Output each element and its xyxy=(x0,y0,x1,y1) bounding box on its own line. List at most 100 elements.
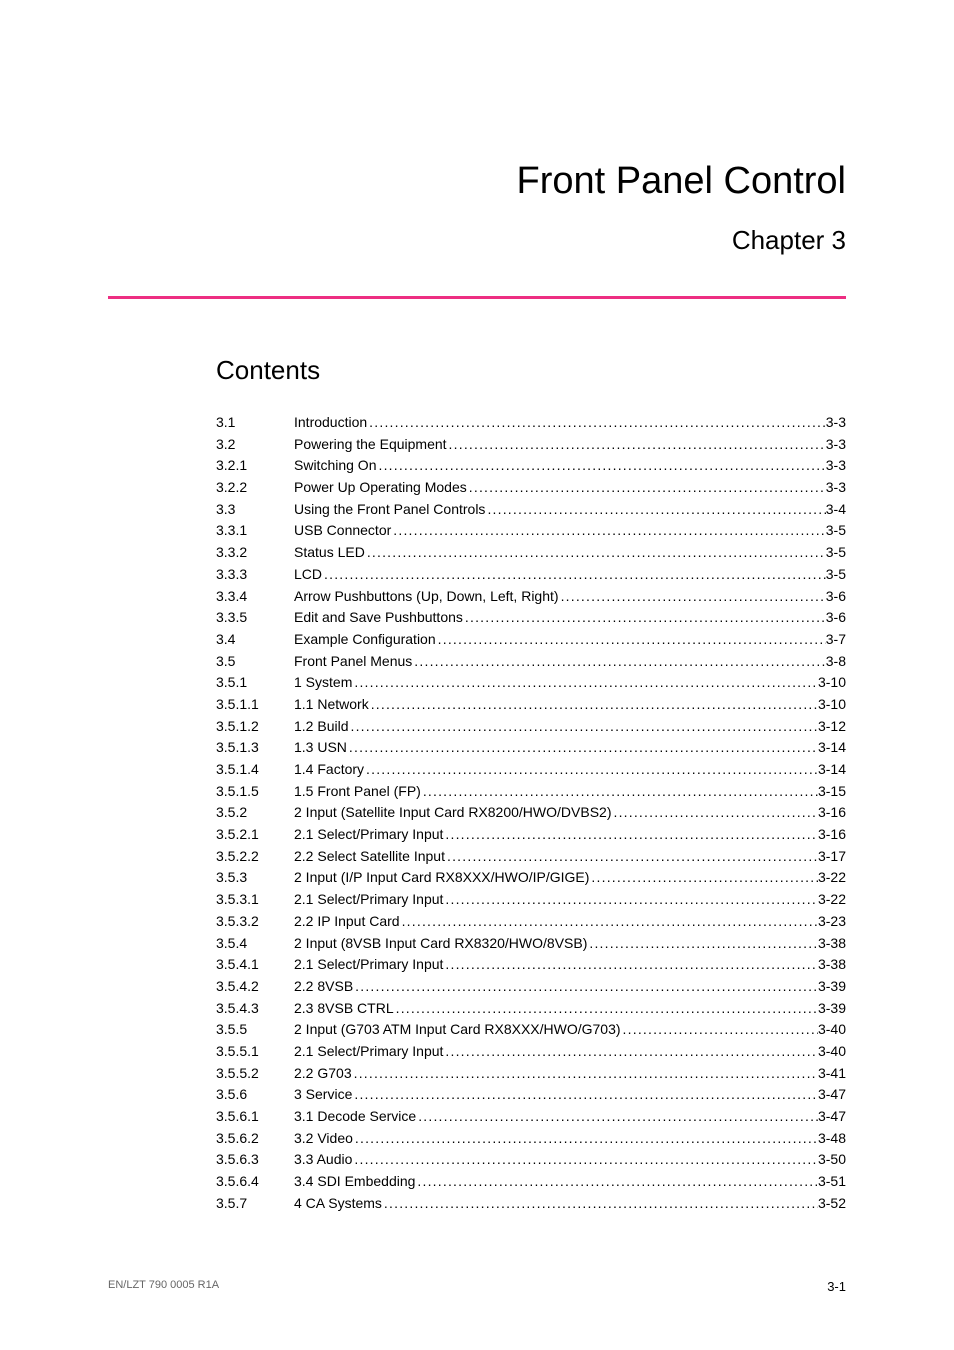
toc-row[interactable]: 3.5.1.41.4 Factory......................… xyxy=(216,759,846,781)
toc-title-wrap: 1.2 Build...............................… xyxy=(294,716,846,738)
toc-row[interactable]: 3.5Front Panel Menus....................… xyxy=(216,651,846,673)
toc-row[interactable]: 3.5.2.12.1 Select/Primary Input.........… xyxy=(216,824,846,846)
toc-title: 3.3 Audio xyxy=(294,1149,352,1171)
toc-number: 3.3 xyxy=(216,499,294,521)
toc-title-wrap: 3.2 Video...............................… xyxy=(294,1128,846,1150)
toc-row[interactable]: 3.5.1.31.3 USN..........................… xyxy=(216,737,846,759)
toc-leader-dots: ........................................… xyxy=(394,998,818,1020)
toc-leader-dots: ........................................… xyxy=(353,976,818,998)
toc-row[interactable]: 3.5.6.13.1 Decode Service...............… xyxy=(216,1106,846,1128)
toc-title-wrap: Edit and Save Pushbuttons...............… xyxy=(294,607,846,629)
toc-leader-dots: ........................................… xyxy=(443,889,818,911)
toc-leader-dots: ........................................… xyxy=(443,824,818,846)
toc-row[interactable]: 3.2Powering the Equipment...............… xyxy=(216,434,846,456)
toc-row[interactable]: 3.5.5.22.2 G703.........................… xyxy=(216,1063,846,1085)
toc-number: 3.1 xyxy=(216,412,294,434)
toc-title-wrap: USB Connector...........................… xyxy=(294,520,846,542)
toc-number: 3.5.4.3 xyxy=(216,998,294,1020)
toc-row[interactable]: 3.3.1USB Connector......................… xyxy=(216,520,846,542)
toc-row[interactable]: 3.3.2Status LED.........................… xyxy=(216,542,846,564)
toc-row[interactable]: 3.5.63 Service..........................… xyxy=(216,1084,846,1106)
toc-page: 3-47 xyxy=(818,1084,846,1106)
toc-title: 4 CA Systems xyxy=(294,1193,382,1215)
toc-number: 3.5.7 xyxy=(216,1193,294,1215)
toc-row[interactable]: 3.5.42 Input (8VSB Input Card RX8320/HWO… xyxy=(216,933,846,955)
toc-title-wrap: 2.2 G703................................… xyxy=(294,1063,846,1085)
toc-title: LCD xyxy=(294,564,322,586)
footer-page-number: 3-1 xyxy=(827,1279,846,1294)
toc-row[interactable]: 3.5.2.22.2 Select Satellite Input.......… xyxy=(216,846,846,868)
toc-row[interactable]: 3.5.1.21.2 Build........................… xyxy=(216,716,846,738)
toc-title-wrap: 2 Input (Satellite Input Card RX8200/HWO… xyxy=(294,802,846,824)
toc-title-wrap: Power Up Operating Modes................… xyxy=(294,477,846,499)
contents-area: Contents 3.1Introduction................… xyxy=(216,355,846,1214)
toc-row[interactable]: 3.5.5.12.1 Select/Primary Input.........… xyxy=(216,1041,846,1063)
toc-row[interactable]: 3.3.3LCD................................… xyxy=(216,564,846,586)
toc-row[interactable]: 3.3.4Arrow Pushbuttons (Up, Down, Left, … xyxy=(216,586,846,608)
toc-title: Edit and Save Pushbuttons xyxy=(294,607,463,629)
toc-row[interactable]: 3.5.1.51.5 Front Panel (FP).............… xyxy=(216,781,846,803)
toc-title: Using the Front Panel Controls xyxy=(294,499,485,521)
toc-title-wrap: Arrow Pushbuttons (Up, Down, Left, Right… xyxy=(294,586,846,608)
toc-row[interactable]: 3.5.3.12.1 Select/Primary Input.........… xyxy=(216,889,846,911)
toc-row[interactable]: 3.5.4.22.2 8VSB.........................… xyxy=(216,976,846,998)
toc-title: Status LED xyxy=(294,542,365,564)
toc-row[interactable]: 3.3.5Edit and Save Pushbuttons..........… xyxy=(216,607,846,629)
toc-leader-dots: ........................................… xyxy=(322,564,826,586)
toc-title-wrap: 2.2 Select Satellite Input..............… xyxy=(294,846,846,868)
toc-number: 3.5.1 xyxy=(216,672,294,694)
toc-row[interactable]: 3.5.4.32.3 8VSB CTRL....................… xyxy=(216,998,846,1020)
toc-number: 3.5.4 xyxy=(216,933,294,955)
toc-row[interactable]: 3.5.52 Input (G703 ATM Input Card RX8XXX… xyxy=(216,1019,846,1041)
toc-leader-dots: ........................................… xyxy=(412,651,825,673)
toc-leader-dots: ........................................… xyxy=(589,867,818,889)
toc-leader-dots: ........................................… xyxy=(352,1063,818,1085)
toc-row[interactable]: 3.4Example Configuration................… xyxy=(216,629,846,651)
toc-title: 1.3 USN xyxy=(294,737,347,759)
toc-row[interactable]: 3.5.6.43.4 SDI Embedding................… xyxy=(216,1171,846,1193)
toc-row[interactable]: 3.5.1.11.1 Network......................… xyxy=(216,694,846,716)
toc-leader-dots: ........................................… xyxy=(587,933,818,955)
contents-heading: Contents xyxy=(216,355,846,386)
toc-title-wrap: 2.1 Select/Primary Input................… xyxy=(294,1041,846,1063)
toc-page: 3-4 xyxy=(826,499,846,521)
toc-number: 3.5.4.2 xyxy=(216,976,294,998)
toc-title-wrap: 3.3 Audio...............................… xyxy=(294,1149,846,1171)
toc-title-wrap: 2.2 IP Input Card.......................… xyxy=(294,911,846,933)
page-title: Front Panel Control xyxy=(108,160,846,203)
toc-title-wrap: Using the Front Panel Controls..........… xyxy=(294,499,846,521)
toc-title-wrap: 1.1 Network.............................… xyxy=(294,694,846,716)
toc-title-wrap: 2 Input (8VSB Input Card RX8320/HWO/8VSB… xyxy=(294,933,846,955)
toc-leader-dots: ........................................… xyxy=(352,1084,818,1106)
toc-title-wrap: 3.1 Decode Service......................… xyxy=(294,1106,846,1128)
toc-row[interactable]: 3.5.22 Input (Satellite Input Card RX820… xyxy=(216,802,846,824)
toc-row[interactable]: 3.5.6.23.2 Video........................… xyxy=(216,1128,846,1150)
toc-title: 2 Input (G703 ATM Input Card RX8XXX/HWO/… xyxy=(294,1019,621,1041)
toc-page: 3-52 xyxy=(818,1193,846,1215)
toc-title: 2 Input (I/P Input Card RX8XXX/HWO/IP/GI… xyxy=(294,867,589,889)
toc-title: 2.1 Select/Primary Input xyxy=(294,824,443,846)
toc-page: 3-23 xyxy=(818,911,846,933)
toc-list: 3.1Introduction.........................… xyxy=(216,412,846,1214)
toc-title: USB Connector xyxy=(294,520,391,542)
toc-row[interactable]: 3.5.6.33.3 Audio........................… xyxy=(216,1149,846,1171)
toc-leader-dots: ........................................… xyxy=(365,542,826,564)
toc-row[interactable]: 3.5.11 System...........................… xyxy=(216,672,846,694)
toc-row[interactable]: 3.2.1Switching On.......................… xyxy=(216,455,846,477)
toc-row[interactable]: 3.2.2Power Up Operating Modes...........… xyxy=(216,477,846,499)
toc-row[interactable]: 3.5.74 CA Systems.......................… xyxy=(216,1193,846,1215)
toc-row[interactable]: 3.3Using the Front Panel Controls.......… xyxy=(216,499,846,521)
toc-row[interactable]: 3.5.4.12.1 Select/Primary Input.........… xyxy=(216,954,846,976)
toc-row[interactable]: 3.5.3.22.2 IP Input Card................… xyxy=(216,911,846,933)
toc-page: 3-51 xyxy=(818,1171,846,1193)
toc-title: 3 Service xyxy=(294,1084,352,1106)
toc-title-wrap: Switching On............................… xyxy=(294,455,846,477)
toc-number: 3.5.4.1 xyxy=(216,954,294,976)
toc-page: 3-6 xyxy=(826,607,846,629)
toc-row[interactable]: 3.5.32 Input (I/P Input Card RX8XXX/HWO/… xyxy=(216,867,846,889)
toc-page: 3-40 xyxy=(818,1041,846,1063)
toc-page: 3-5 xyxy=(826,520,846,542)
toc-leader-dots: ........................................… xyxy=(352,672,818,694)
toc-title: 2.1 Select/Primary Input xyxy=(294,1041,443,1063)
toc-row[interactable]: 3.1Introduction.........................… xyxy=(216,412,846,434)
